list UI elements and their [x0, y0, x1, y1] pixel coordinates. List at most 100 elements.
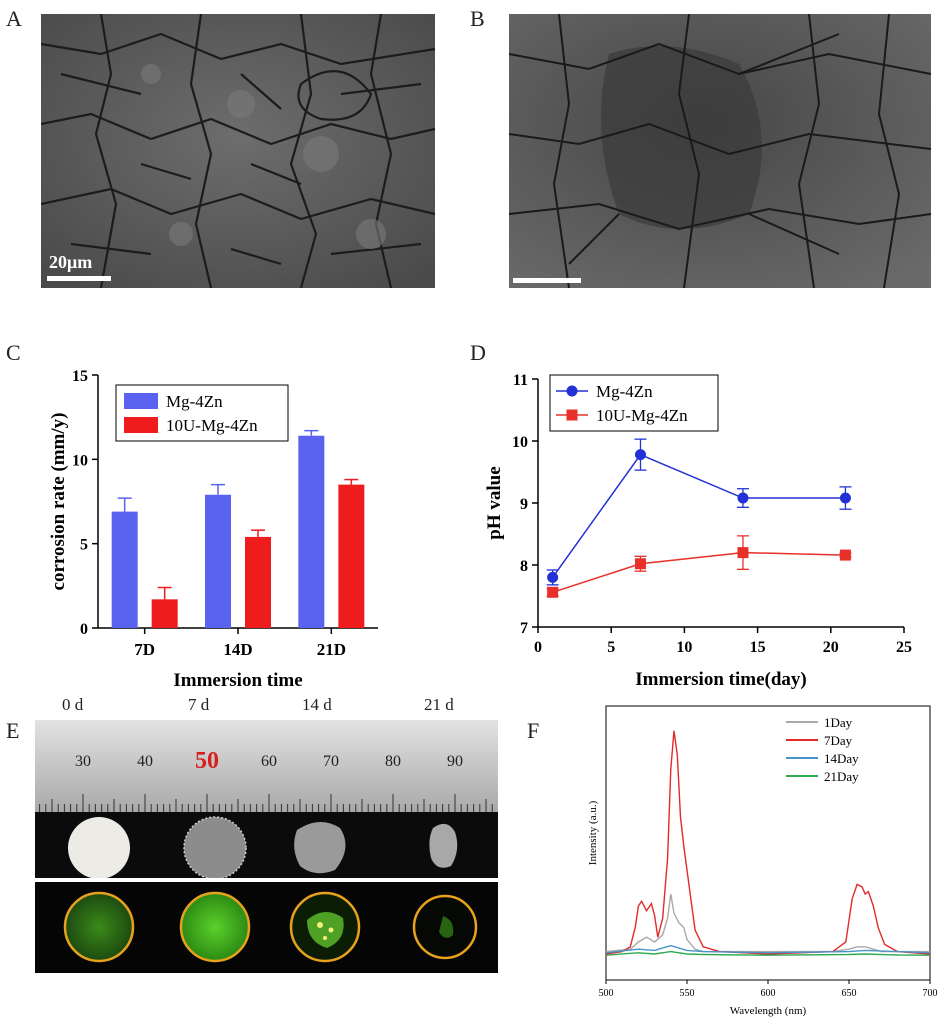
point-10u [634, 558, 646, 570]
y-axis-label-f: Intensity (a.u.) [587, 800, 599, 865]
ruler-number: 40 [137, 753, 153, 770]
y-tick-label-d: 8 [520, 558, 528, 575]
legend-marker-d [566, 409, 578, 421]
ruler-number: 60 [261, 753, 277, 770]
x-tick-label-f: 500 [599, 988, 614, 999]
bar-mg4zn-14D [205, 494, 231, 628]
ring-outline-1 [179, 891, 251, 963]
sem-texture-b [509, 14, 931, 288]
x-tick-label-d: 0 [534, 639, 542, 656]
x-tick-label-d: 25 [896, 639, 912, 656]
chart-d: 7 8 9 10 11 0 5 10 15 20 25 Mg-4Zn 10U-Mg-4Zn Immersi… [484, 372, 912, 690]
bar-10u-14D [245, 536, 271, 628]
ruler-number: 70 [323, 753, 339, 770]
y-axis-label-d: pH value [484, 466, 505, 539]
legend-label-c: Mg-4Zn [166, 392, 223, 411]
bar-10u-21D [338, 484, 365, 628]
x-tick-label-f: 650 [842, 988, 857, 999]
x-tick-label-f: 550 [680, 988, 695, 999]
point-mg4zn [634, 449, 646, 461]
ruler-number: 90 [447, 753, 463, 770]
y-tick-label-d: 9 [520, 496, 528, 513]
fluorescence-7d [181, 893, 249, 961]
scale-bar-a [47, 276, 111, 281]
ring-outline-2 [289, 891, 361, 963]
x-tick-label-d: 20 [823, 639, 839, 656]
spectrum-14Day [605, 944, 931, 954]
legend-label-c: 10U-Mg-4Zn [166, 416, 258, 435]
y-tick-label-d: 7 [520, 620, 528, 637]
spectrum-1Day [605, 893, 930, 953]
ruler-number: 80 [385, 753, 401, 770]
scale-bar-b [513, 278, 581, 283]
y-tick-label-c: 10 [72, 452, 88, 469]
point-10u [737, 547, 749, 559]
fluorescence-0d [65, 893, 133, 961]
legend-label-f: 21Day [824, 769, 859, 784]
ring-outline-3 [412, 894, 478, 960]
plot-frame-f [605, 705, 931, 981]
x-tick-label-f: 700 [923, 988, 938, 999]
legend-label-d: 10U-Mg-4Zn [596, 406, 688, 425]
x-tick-label-d: 10 [676, 639, 692, 656]
point-mg4zn [737, 492, 749, 504]
sample-disk-7d [184, 817, 246, 879]
day-label-0: 0 d [62, 695, 84, 714]
panel-letter-b: B [470, 6, 485, 31]
day-label-21: 21 d [424, 695, 454, 714]
panel-letter-a: A [6, 6, 22, 31]
y-tick-label-c: 0 [80, 621, 88, 638]
sample-disk-21d [429, 823, 458, 868]
legend-swatch-c [124, 393, 158, 409]
point-mg4zn [547, 571, 559, 583]
line-10u [552, 551, 846, 593]
sample-disk-14d [294, 821, 346, 874]
panel-letter-c: C [6, 340, 21, 365]
ruler-number: 30 [75, 753, 91, 770]
legend-label-f: 1Day [824, 715, 853, 730]
x-axis-label-c: Immersion time [173, 670, 302, 691]
y-tick-label-d: 11 [513, 372, 528, 389]
ruler-number: 50 [195, 748, 219, 774]
y-tick-label-c: 15 [72, 368, 88, 385]
y-tick-label-d: 10 [512, 434, 528, 451]
point-10u [547, 586, 559, 598]
sem-image-b [509, 14, 931, 288]
legend-label-f: 7Day [824, 733, 853, 748]
x-tick-label-d: 15 [750, 639, 766, 656]
point-mg4zn [839, 492, 851, 504]
x-tick-label-c: 7D [134, 640, 155, 659]
ring-outline-0 [63, 891, 135, 963]
ruler [35, 720, 498, 812]
x-axis-label-d: Immersion time(day) [635, 669, 807, 690]
panel-letter-f: F [527, 718, 540, 743]
x-tick-label-d: 5 [607, 639, 615, 656]
legend-box-d [549, 374, 719, 432]
x-tick-label-f: 600 [761, 988, 776, 999]
sem-texture-a [41, 14, 435, 288]
legend-swatch-c [124, 417, 158, 433]
legend-label-d: Mg-4Zn [596, 382, 653, 401]
y-axis-label-c: corrosion rate (mm/y) [48, 413, 69, 591]
sample-photo-e: 30 40 50 60 70 80 90 [35, 720, 498, 973]
y-tick-label-c: 5 [80, 537, 88, 554]
chart-c: 0 5 10 15 7D 14D 21D Mg-4Zn 10U-Mg-4Zn Immersion … [48, 368, 378, 691]
point-10u [839, 549, 851, 561]
day-label-14: 14 d [302, 695, 332, 714]
panel-letter-d: D [470, 340, 486, 365]
line-mg4zn [552, 453, 846, 578]
sample-disk-0d [68, 817, 130, 879]
spectrum-21Day [605, 950, 931, 956]
x-tick-label-c: 14D [223, 640, 252, 659]
panel-letter-e: E [6, 718, 20, 743]
bar-mg4zn-7D [111, 511, 138, 628]
chart-f: 500 550 600 650 700 1Day 7Day 14Day 21Day Wavelen… [587, 705, 938, 1017]
scale-label-a: 20μm [49, 252, 93, 272]
spectrum-7Day [605, 730, 931, 955]
day-label-7: 7 d [188, 695, 210, 714]
bar-mg4zn-21D [298, 435, 325, 628]
legend-marker-d [566, 385, 578, 397]
x-axis-label-f: Wavelength (nm) [730, 1005, 807, 1017]
bar-10u-7D [151, 599, 178, 628]
sem-image-a: 20μm [41, 14, 435, 288]
